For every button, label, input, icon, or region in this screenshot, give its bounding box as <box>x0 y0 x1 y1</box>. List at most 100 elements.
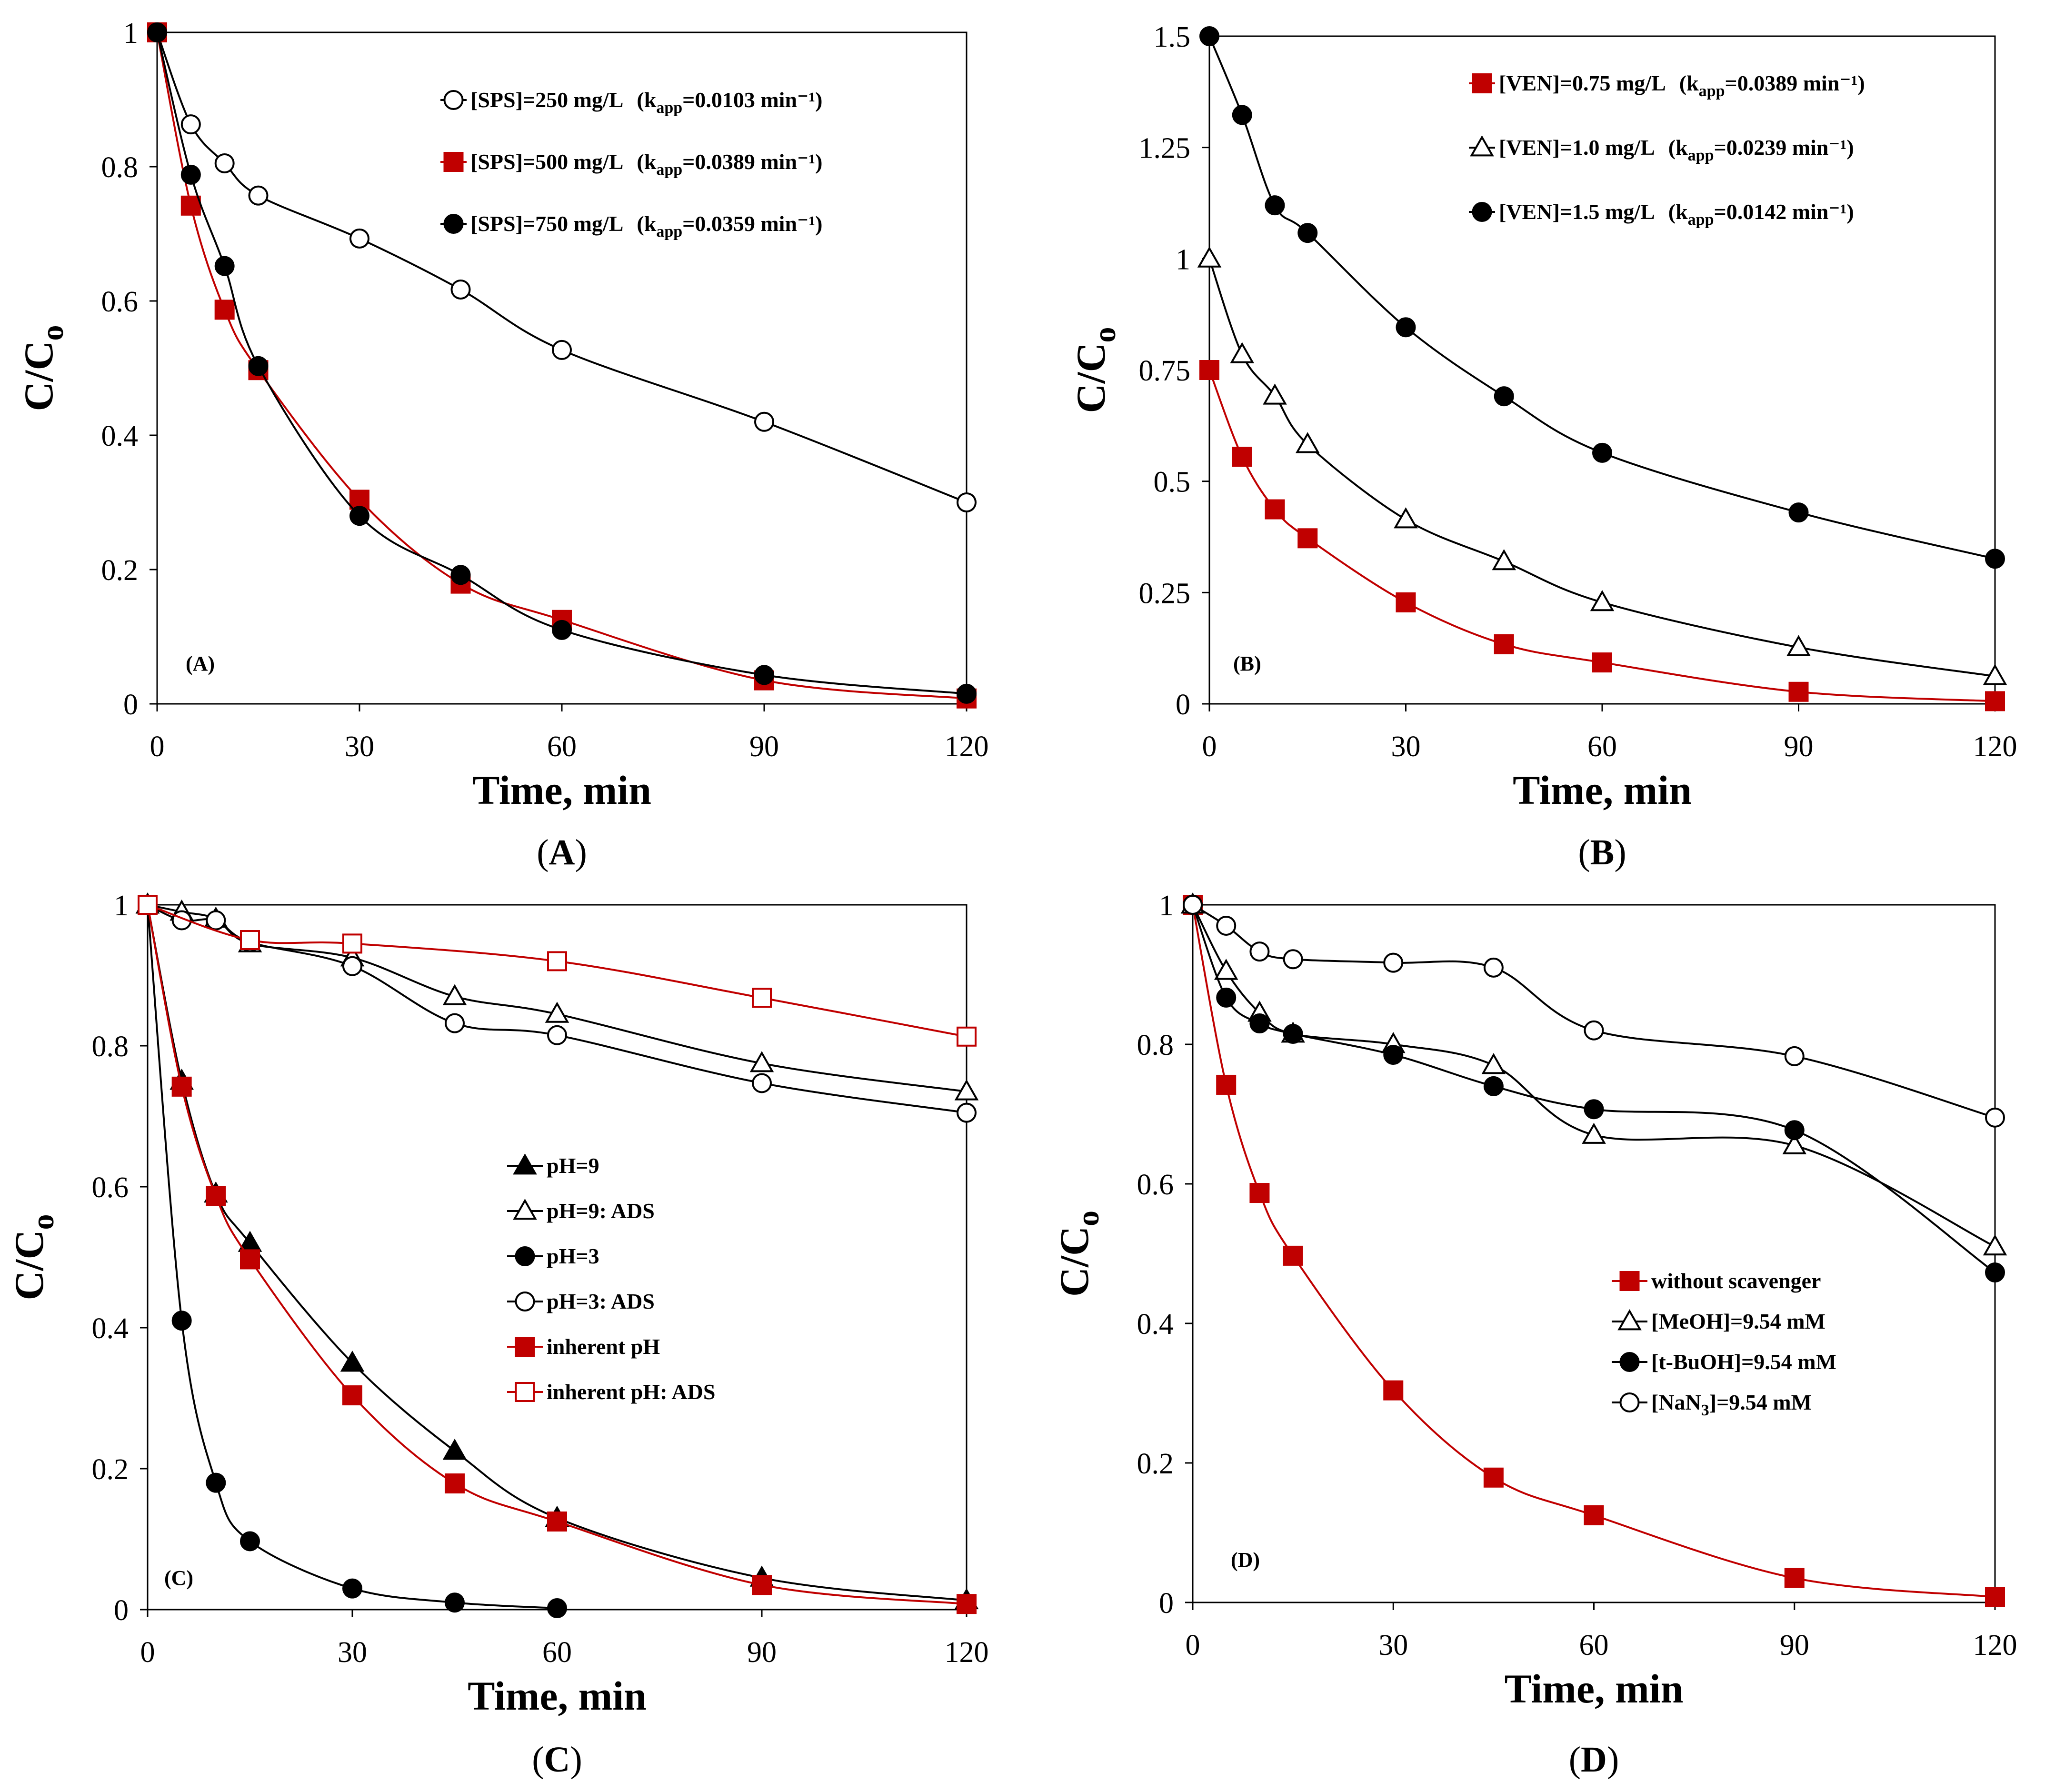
x-tick-label: 120 <box>1973 1629 2017 1662</box>
data-point <box>1584 1099 1604 1120</box>
caption-paren: ( <box>537 832 549 872</box>
data-point <box>171 1311 192 1331</box>
y-axis-title: C/Co <box>1068 327 1122 413</box>
data-point <box>1383 1044 1404 1065</box>
legend-k-prefix: (k <box>637 211 656 236</box>
data-point <box>349 228 369 249</box>
data-point <box>1383 952 1404 973</box>
data-point <box>954 1079 979 1101</box>
panel-caption: (B) <box>1578 832 1626 872</box>
data-point <box>206 1472 226 1493</box>
x-tick-label: 30 <box>1378 1629 1408 1662</box>
x-tick-label: 90 <box>1784 731 1814 763</box>
series-3-1 <box>1180 892 2007 1256</box>
data-point <box>450 280 471 300</box>
y-tick-label: 0.6 <box>101 286 139 318</box>
data-point <box>1394 507 1418 529</box>
panel-caption: (D) <box>1569 1740 1619 1780</box>
data-point <box>1199 360 1219 380</box>
data-point <box>1232 447 1252 467</box>
data-point <box>1263 383 1287 405</box>
data-point <box>1183 895 1203 915</box>
data-point <box>957 1594 977 1614</box>
caption-paren: ) <box>1607 1740 1619 1780</box>
data-point <box>749 1051 774 1072</box>
legend-entry: [VEN]=1.0 mg/L (kapp=0.0239 min⁻¹) <box>1499 135 1854 164</box>
series-1-0 <box>1199 360 2005 711</box>
x-tick-label: 30 <box>338 1636 367 1669</box>
caption-paren: ( <box>1569 1740 1581 1780</box>
data-point <box>214 256 235 276</box>
y-tick-label: 0 <box>114 1594 129 1627</box>
data-point <box>552 340 572 360</box>
data-point <box>1297 223 1318 243</box>
series-line <box>1208 258 1995 678</box>
series-line <box>147 904 967 1602</box>
data-point <box>1265 195 1285 216</box>
data-point <box>171 1076 192 1097</box>
series-3-2 <box>1183 895 2005 1283</box>
x-tick-label: 90 <box>749 731 779 763</box>
legend-marker <box>443 90 464 110</box>
data-point <box>180 164 201 185</box>
x-tick-label: 0 <box>1186 1629 1200 1662</box>
legend-entry: pH=3 <box>547 1244 599 1268</box>
data-point <box>752 1073 772 1093</box>
data-point <box>442 984 467 1005</box>
legend-k-subscript: app <box>1699 82 1725 100</box>
legend-k-value: =0.0359 min⁻¹) <box>682 211 822 236</box>
data-point <box>240 930 260 950</box>
data-point <box>1584 1020 1604 1041</box>
y-tick-label: 0.25 <box>1139 577 1191 610</box>
legend-entry: pH=9: ADS <box>547 1199 655 1223</box>
data-point <box>1784 1120 1805 1141</box>
data-point <box>1214 959 1238 980</box>
series-2-3 <box>138 895 977 1123</box>
y-tick-label: 1.25 <box>1139 132 1191 165</box>
data-point <box>206 1186 226 1206</box>
data-point <box>752 988 772 1008</box>
x-tick-label: 60 <box>547 731 577 763</box>
x-tick-label: 60 <box>1587 731 1617 763</box>
x-tick-label: 60 <box>542 1636 572 1669</box>
legend-k-value: =0.0103 min⁻¹) <box>682 88 822 112</box>
data-point <box>240 1531 260 1552</box>
legend-marker <box>513 1153 537 1175</box>
series-3-0 <box>1183 895 2005 1607</box>
data-point <box>340 1351 365 1372</box>
data-point <box>547 951 567 971</box>
data-point <box>445 1013 465 1033</box>
y-tick-label: 0.4 <box>1137 1308 1174 1341</box>
legend-marker <box>515 1382 535 1402</box>
y-axis-title-subscript: o <box>35 325 70 340</box>
data-point <box>552 620 572 640</box>
data-point <box>1985 1262 2005 1283</box>
data-point <box>349 506 369 526</box>
y-tick-label: 0.2 <box>1137 1448 1174 1480</box>
legend-entry: pH=9 <box>547 1153 599 1178</box>
y-tick-label: 1.5 <box>1154 21 1191 53</box>
panel-inner-label: (C) <box>164 1566 193 1590</box>
legend: [SPS]=250 mg/L (kapp=0.0103 min⁻¹)[SPS]=5… <box>440 88 822 240</box>
y-tick-label: 0.8 <box>1137 1029 1174 1061</box>
data-point <box>248 185 269 206</box>
y-tick-label: 0.6 <box>1137 1169 1174 1201</box>
legend-entry: without scavenger <box>1651 1269 1821 1293</box>
legend-name: [SPS]=500 mg/L <box>470 150 623 174</box>
data-point <box>752 1575 772 1595</box>
data-point <box>1283 1024 1303 1044</box>
caption-paren: ( <box>532 1740 544 1780</box>
series-2-1 <box>135 892 979 1101</box>
y-tick-label: 0.8 <box>101 151 139 184</box>
data-point <box>754 411 774 432</box>
caption-letter: D <box>1581 1740 1607 1780</box>
x-tick-label: 120 <box>945 1636 989 1669</box>
x-tick-label: 0 <box>140 1636 155 1669</box>
plot-frame <box>1192 904 1996 1603</box>
data-point <box>1784 1046 1805 1066</box>
data-point <box>1483 1467 1504 1488</box>
data-point <box>1788 502 1809 523</box>
y-tick-label: 0.5 <box>1154 466 1191 499</box>
legend-k-prefix: (k <box>637 88 656 112</box>
legend-k-prefix: (k <box>1679 71 1699 95</box>
